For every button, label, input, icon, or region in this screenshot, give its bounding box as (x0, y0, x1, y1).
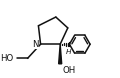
Text: HO: HO (0, 54, 13, 63)
Polygon shape (59, 44, 62, 64)
Text: N: N (32, 40, 38, 49)
Text: OH: OH (62, 66, 76, 75)
Text: H: H (66, 49, 71, 55)
